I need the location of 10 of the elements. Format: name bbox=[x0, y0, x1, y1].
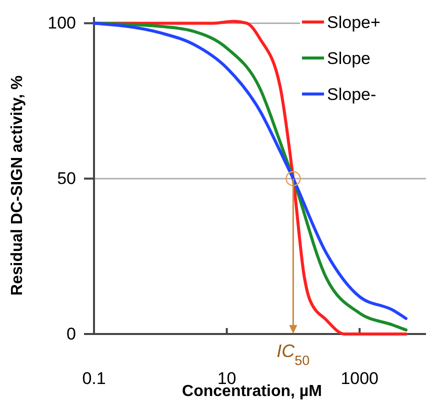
legend-label: Slope bbox=[327, 49, 370, 68]
y-axis-title: Residual DC-SIGN activity, % bbox=[9, 75, 26, 296]
x-tick-label: 0.1 bbox=[82, 369, 106, 388]
y-tick-label: 0 bbox=[66, 324, 76, 344]
annotation: IC$_{50}$ bbox=[276, 341, 310, 368]
x-tick-label: 1000 bbox=[340, 369, 379, 388]
legend-label: Slope- bbox=[327, 85, 376, 104]
legend-label: Slope+ bbox=[327, 13, 380, 32]
y-tick-label: 50 bbox=[57, 169, 76, 188]
y-tick-label: 100 bbox=[48, 14, 76, 33]
